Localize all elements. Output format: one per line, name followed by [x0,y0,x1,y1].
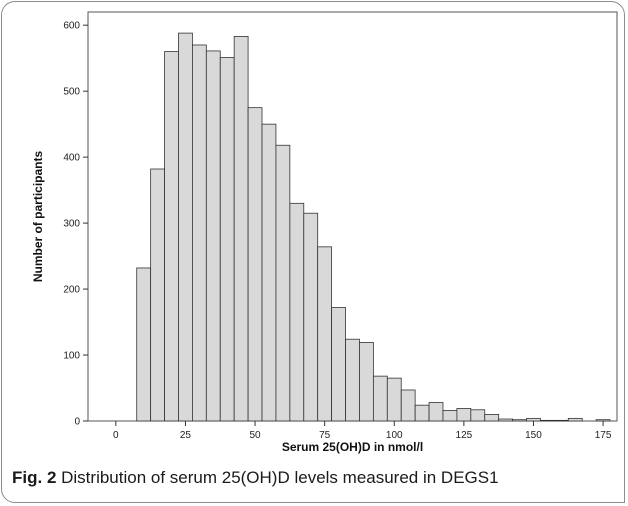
histogram-bar-18 [386,377,402,422]
x-tick-label-1: 25 [180,430,192,441]
x-axis-title: Serum 25(OH)D in nmol/l [282,440,423,454]
x-tick-label-3: 75 [319,430,331,441]
histogram-bar-19 [400,389,416,422]
x-tick-label-5: 125 [456,430,473,441]
y-tick-label-3: 300 [63,219,80,230]
histogram-bar-25 [484,414,500,422]
histogram-bar-0 [136,267,152,422]
x-tick-label-4: 100 [386,430,403,441]
histogram-bar-3 [178,32,193,422]
histogram-bar-13 [317,246,333,422]
y-tick-label-2: 200 [63,285,80,296]
x-tick-label-6: 150 [525,430,542,441]
histogram-bar-6 [219,57,235,422]
x-tick-label-2: 50 [249,430,261,441]
histogram-bar-29 [540,419,555,422]
histogram-bar-20 [414,404,430,422]
histogram-bar-23 [456,408,472,422]
y-axis-title: Number of participants [31,151,45,283]
histogram-bar-12 [303,212,319,422]
histogram-bar-4 [192,44,207,422]
y-tick-label-0: 0 [74,417,80,428]
x-tick-label-0: 0 [113,430,119,441]
histogram-bar-9 [261,123,277,422]
histogram-bar-30 [553,419,569,422]
histogram-bar-15 [345,338,360,422]
histogram-bar-21 [428,402,444,422]
y-tick-label-5: 500 [63,87,80,98]
histogram-bar-26 [498,418,513,422]
caption-text: Distribution of serum 25(OH)D levels mea… [56,468,499,487]
x-axis: 0 25 50 75 100 125 150 175 [113,421,612,441]
histogram-bars [136,32,611,422]
histogram-bar-33 [595,419,611,422]
histogram-bar-24 [470,409,486,422]
histogram-bar-14 [331,307,346,422]
histogram-bar-8 [247,107,263,422]
histogram-bar-10 [275,144,291,422]
y-axis: 0 100 200 300 400 500 600 [63,21,88,428]
y-tick-label-4: 400 [63,153,80,164]
histogram-bar-7 [233,36,249,422]
histogram-bar-1 [150,168,165,422]
histogram-bar-17 [372,375,388,422]
figure-caption: Fig. 2 Distribution of serum 25(OH)D lev… [12,468,499,488]
histogram-bar-11 [289,202,305,422]
histogram-bar-5 [205,50,221,422]
figure-number: Fig. 2 [12,468,57,487]
x-tick-label-7: 175 [595,430,612,441]
histogram-bar-22 [442,410,458,422]
histogram-bar-16 [359,342,374,422]
histogram-bar-27 [512,419,527,422]
histogram-bar-31 [567,417,583,422]
histogram-bar-2 [164,51,179,422]
y-tick-label-1: 100 [63,351,80,362]
histogram-bar-28 [526,417,541,422]
y-tick-label-6: 600 [63,21,80,32]
